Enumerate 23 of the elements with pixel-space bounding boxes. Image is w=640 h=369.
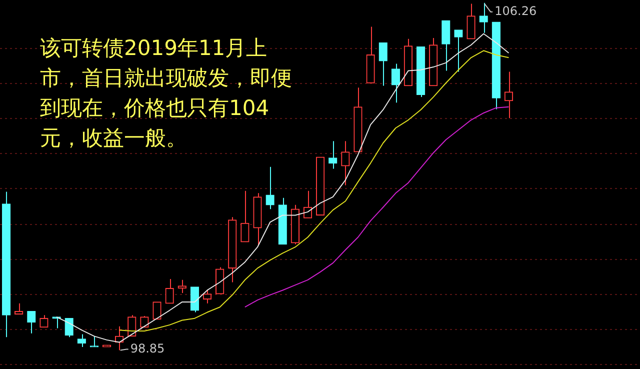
candlestick: [215, 266, 224, 294]
annotation: 该可转债2019年11月上市，首日就出现破发，即便到现在，价格也只有104元，收益一般。: [40, 35, 293, 152]
candlestick: [391, 63, 400, 104]
candlestick: [341, 140, 350, 186]
candlestick: [64, 318, 74, 338]
candlestick: [479, 2, 488, 34]
candlestick: [504, 71, 514, 119]
candlestick: [240, 190, 250, 242]
candlestick: [77, 334, 86, 348]
candlestick: [454, 30, 463, 72]
annotation: 106.26: [494, 4, 537, 18]
candlestick: [328, 140, 338, 170]
candlestick: [378, 42, 388, 86]
candlestick: [202, 290, 212, 304]
candlestick: [90, 336, 99, 348]
candlestick: [14, 302, 24, 315]
candlestick: [442, 20, 450, 72]
candlestick: [178, 279, 186, 294]
candlestick: [266, 166, 274, 210]
candlestick: [190, 286, 200, 313]
annotation: 98.85: [130, 341, 165, 356]
candlestick: [466, 3, 476, 40]
candlestick: [165, 278, 174, 304]
